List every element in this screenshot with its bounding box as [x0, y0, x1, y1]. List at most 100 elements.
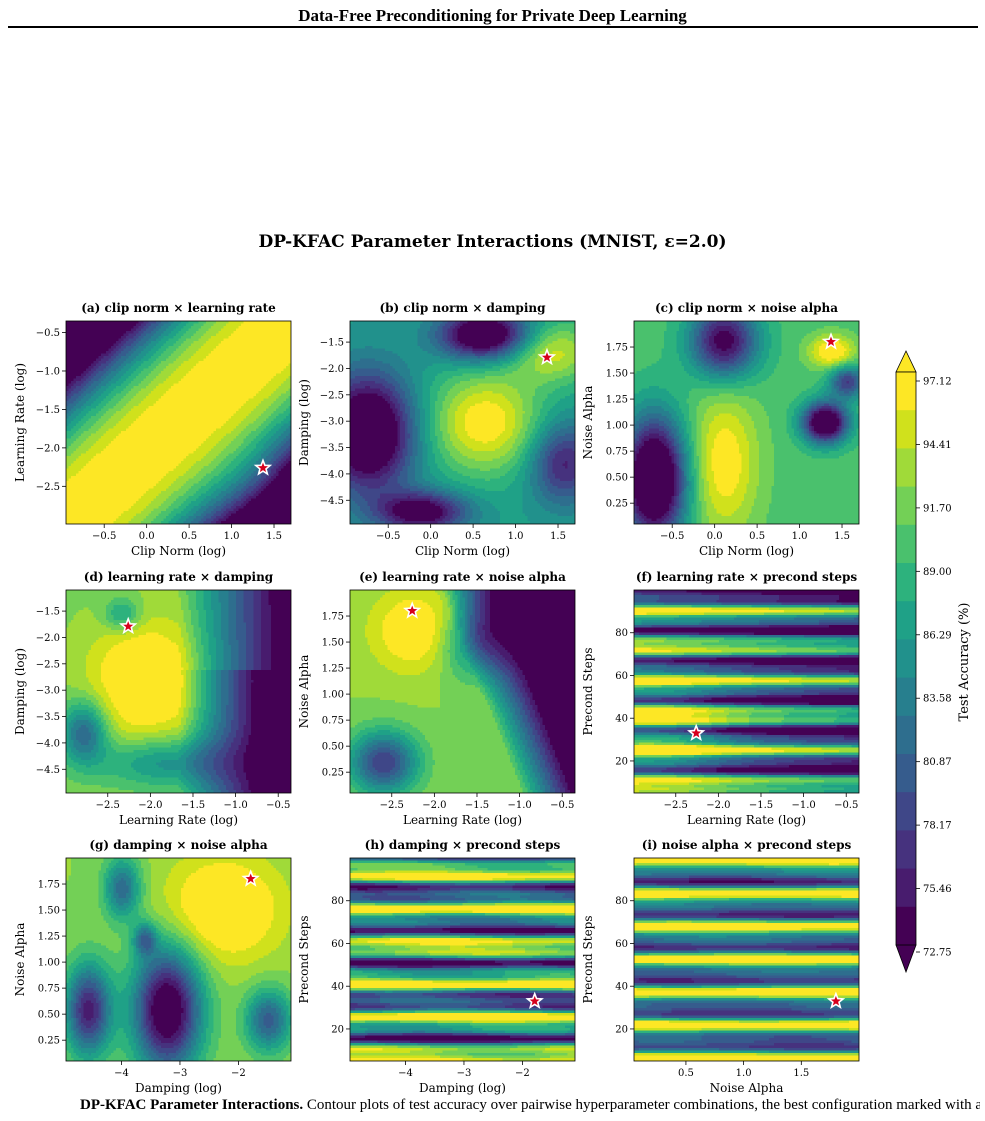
contour-cell: [134, 381, 137, 384]
contour-cell: [246, 456, 249, 459]
contour-cell: [114, 324, 117, 327]
contour-cell: [151, 419, 154, 422]
contour-cell: [131, 426, 134, 429]
contour-cell: [104, 409, 107, 412]
contour-cell: [191, 384, 194, 387]
contour-cell: [139, 361, 142, 364]
contour-cell: [141, 454, 144, 457]
contour-cell: [74, 419, 77, 422]
contour-cell: [211, 449, 214, 452]
contour-cell: [126, 389, 129, 392]
contour-cell: [129, 334, 132, 337]
contour-cell: [254, 379, 257, 382]
contour-cell: [194, 431, 197, 434]
contour-cell: [101, 369, 104, 372]
contour-cell: [121, 349, 124, 352]
contour-cell: [84, 429, 87, 432]
contour-cell: [126, 346, 129, 349]
contour-cell: [286, 426, 289, 429]
contour-cell: [234, 394, 237, 397]
contour-cell: [241, 399, 244, 402]
contour-cell: [194, 451, 197, 454]
contour-cell: [114, 416, 117, 419]
contour-cell: [96, 386, 99, 389]
contour-cell: [191, 446, 194, 449]
contour-cell: [256, 341, 259, 344]
contour-cell: [84, 361, 87, 364]
contour-cell: [219, 421, 222, 424]
contour-cell: [271, 394, 274, 397]
contour-cell: [204, 414, 207, 417]
contour-cell: [236, 426, 239, 429]
contour-cell: [254, 346, 257, 349]
contour-cell: [236, 339, 239, 342]
contour-cell: [84, 414, 87, 417]
contour-cell: [186, 379, 189, 382]
contour-cell: [261, 354, 264, 357]
contour-cell: [74, 454, 77, 457]
contour-cell: [166, 364, 169, 367]
contour-cell: [89, 329, 92, 332]
contour-cell: [136, 364, 139, 367]
contour-cell: [164, 344, 167, 347]
contour-cell: [226, 396, 229, 399]
contour-cell: [206, 349, 209, 352]
contour-cell: [229, 366, 232, 369]
contour-cell: [214, 376, 217, 379]
contour-cell: [151, 339, 154, 342]
contour-cell: [226, 414, 229, 417]
contour-cell: [281, 359, 284, 362]
contour-cell: [91, 411, 94, 414]
contour-cell: [229, 356, 232, 359]
contour-cell: [271, 346, 274, 349]
contour-cell: [231, 414, 234, 417]
contour-cell: [131, 444, 134, 447]
contour-cell: [249, 401, 252, 404]
contour-cell: [206, 339, 209, 342]
contour-cell: [171, 376, 174, 379]
contour-cell: [146, 381, 149, 384]
contour-cell: [244, 431, 247, 434]
contour-cell: [231, 446, 234, 449]
contour-cell: [91, 439, 94, 442]
contour-cell: [66, 454, 69, 457]
contour-cell: [134, 396, 137, 399]
contour-cell: [129, 331, 132, 334]
contour-cell: [231, 454, 234, 457]
contour-cell: [244, 349, 247, 352]
contour-cell: [204, 429, 207, 432]
contour-cell: [109, 391, 112, 394]
contour-cell: [129, 456, 132, 459]
contour-cell: [74, 329, 77, 332]
contour-cell: [89, 331, 92, 334]
contour-cell: [276, 336, 279, 339]
contour-cell: [224, 434, 227, 437]
contour-cell: [106, 324, 109, 327]
contour-cell: [231, 356, 234, 359]
contour-cell: [234, 419, 237, 422]
contour-cell: [256, 326, 259, 329]
contour-cell: [214, 454, 217, 457]
contour-cell: [261, 404, 264, 407]
contour-cell: [214, 396, 217, 399]
contour-cell: [66, 356, 69, 359]
contour-cell: [224, 336, 227, 339]
contour-cell: [71, 326, 74, 329]
contour-cell: [254, 421, 257, 424]
contour-cell: [146, 441, 149, 444]
contour-cell: [231, 416, 234, 419]
contour-cell: [121, 336, 124, 339]
contour-cell: [101, 401, 104, 404]
contour-cell: [106, 444, 109, 447]
contour-cell: [86, 371, 89, 374]
contour-cell: [131, 424, 134, 427]
contour-cell: [141, 346, 144, 349]
contour-cell: [189, 401, 192, 404]
contour-cell: [71, 449, 74, 452]
contour-cell: [174, 409, 177, 412]
contour-cell: [181, 339, 184, 342]
contour-cell: [214, 326, 217, 329]
contour-cell: [281, 439, 284, 442]
contour-cell: [84, 391, 87, 394]
contour-cell: [151, 354, 154, 357]
